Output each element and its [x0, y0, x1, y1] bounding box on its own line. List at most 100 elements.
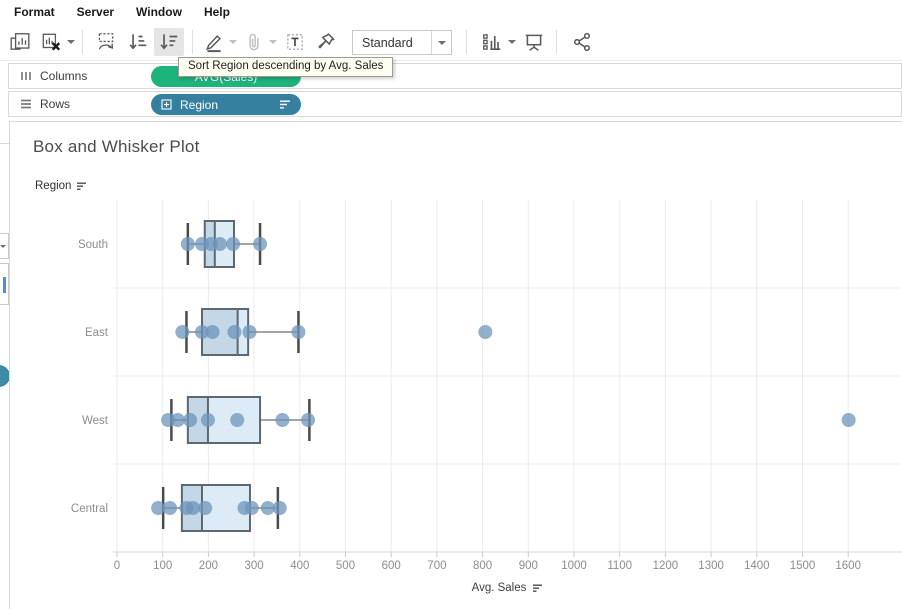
fit-selector-dropdown[interactable] [431, 31, 451, 54]
x-tick-label: 400 [290, 560, 309, 572]
show-me-icon [483, 34, 501, 50]
rows-shelf[interactable]: Rows Region [8, 91, 902, 117]
swap-rows-columns-button[interactable] [92, 28, 120, 56]
row-header-east[interactable]: East [85, 327, 109, 339]
x-tick-label: 0 [114, 560, 120, 572]
highlight-pen-icon [205, 35, 221, 53]
show-mark-labels-button[interactable] [282, 28, 308, 56]
fit-selector-value: Standard [362, 35, 413, 50]
menu-window[interactable]: Window [136, 5, 182, 19]
x-tick-label: 800 [473, 560, 492, 572]
data-point[interactable] [200, 413, 215, 427]
boxplot-chart: 0 100 200 300 400 500 600 700 800 900 1000 1100 1200… [71, 200, 902, 572]
expand-plus-icon[interactable] [161, 99, 172, 110]
rows-shelf-label: Rows [9, 97, 149, 111]
sort-descending-icon[interactable] [532, 584, 543, 593]
data-point[interactable] [227, 325, 242, 339]
chevron-down-icon [0, 244, 6, 248]
chevron-down-icon [437, 40, 446, 45]
rows-icon [21, 99, 31, 109]
toolbar-separator [82, 30, 83, 54]
row-header-west[interactable]: West [82, 415, 109, 427]
data-point[interactable] [301, 413, 316, 427]
data-point[interactable] [253, 237, 268, 251]
x-axis-title[interactable]: Avg. Sales [113, 582, 902, 594]
group-members-dropdown[interactable] [267, 28, 279, 56]
pill-region[interactable]: Region [151, 94, 301, 115]
collapsed-dropdown-fragment[interactable] [0, 233, 9, 259]
rows-shelf-text: Rows [40, 97, 71, 111]
collapsed-panel-fragment[interactable] [0, 263, 9, 305]
data-point[interactable] [230, 413, 245, 427]
data-point[interactable] [195, 325, 210, 339]
data-point[interactable] [163, 501, 178, 515]
show-me-dropdown[interactable] [506, 28, 518, 56]
pin-icon [318, 33, 335, 49]
sort-descending-button[interactable] [154, 28, 184, 56]
x-tick-label: 1500 [790, 560, 816, 572]
data-point[interactable] [244, 501, 259, 515]
paperclip-icon [249, 33, 259, 51]
chevron-down-icon [508, 40, 516, 44]
x-tick-label: 1300 [698, 560, 724, 572]
columns-shelf[interactable]: Columns AVG(Sales) [8, 63, 902, 89]
data-point[interactable] [841, 413, 856, 427]
data-point[interactable] [161, 413, 176, 427]
menu-format[interactable]: Format [14, 5, 55, 19]
x-tick-label: 1000 [561, 560, 587, 572]
data-point[interactable] [170, 413, 185, 427]
menu-server[interactable]: Server [76, 5, 115, 19]
panel-accent-bar [3, 277, 6, 293]
group-members-button[interactable] [242, 28, 266, 56]
x-tick-label: 200 [199, 560, 218, 572]
clear-sheet-dropdown[interactable] [65, 28, 77, 56]
data-point[interactable] [198, 501, 213, 515]
chevron-down-icon [67, 40, 75, 44]
box-lower-quartile[interactable] [187, 397, 208, 443]
x-tick-label: 500 [336, 560, 355, 572]
toolbar-tooltip: Sort Region descending by Avg. Sales [178, 57, 394, 77]
x-tick-label: 900 [519, 560, 538, 572]
highlight-button[interactable] [202, 28, 226, 56]
data-point[interactable] [180, 237, 195, 251]
toolbar: Standard [0, 24, 902, 61]
share-button[interactable] [568, 28, 596, 56]
data-point[interactable] [212, 237, 227, 251]
sort-descending-badge-icon[interactable] [279, 100, 291, 109]
show-me-button[interactable] [478, 28, 506, 56]
data-point[interactable] [226, 237, 241, 251]
text-label-icon [287, 34, 303, 50]
columns-icon [21, 72, 31, 80]
data-point[interactable] [275, 413, 290, 427]
fix-axes-button[interactable] [314, 28, 338, 56]
x-tick-label: 300 [245, 560, 264, 572]
row-header-central[interactable]: Central [71, 503, 108, 515]
data-point[interactable] [151, 501, 166, 515]
menu-help[interactable]: Help [203, 5, 230, 19]
toolbar-separator [466, 30, 467, 54]
data-point[interactable] [205, 325, 220, 339]
region-field-header[interactable]: Region [35, 180, 87, 192]
data-point[interactable] [242, 325, 257, 339]
sort-ascending-button[interactable] [124, 28, 152, 56]
data-point[interactable] [185, 501, 200, 515]
data-point[interactable] [183, 413, 198, 427]
worksheet: Box and Whisker Plot Region 0 100 200 300 40… [10, 121, 902, 609]
row-header-south[interactable]: South [78, 239, 108, 251]
x-tick-label: 1400 [744, 560, 770, 572]
x-tick-label: 700 [427, 560, 446, 572]
chevron-down-icon [229, 40, 237, 44]
clear-sheet-button[interactable] [38, 28, 64, 56]
x-tick-label: 600 [382, 560, 401, 572]
presentation-mode-button[interactable] [520, 28, 548, 56]
new-worksheet-button[interactable] [6, 28, 34, 56]
data-point[interactable] [478, 325, 493, 339]
data-point[interactable] [291, 325, 306, 339]
x-tick-label: 100 [153, 560, 172, 572]
sort-descending-icon[interactable] [76, 182, 87, 191]
data-point[interactable] [272, 501, 287, 515]
data-point[interactable] [260, 501, 275, 515]
fit-selector[interactable]: Standard [352, 30, 452, 55]
data-point[interactable] [175, 325, 190, 339]
highlight-dropdown[interactable] [227, 28, 239, 56]
